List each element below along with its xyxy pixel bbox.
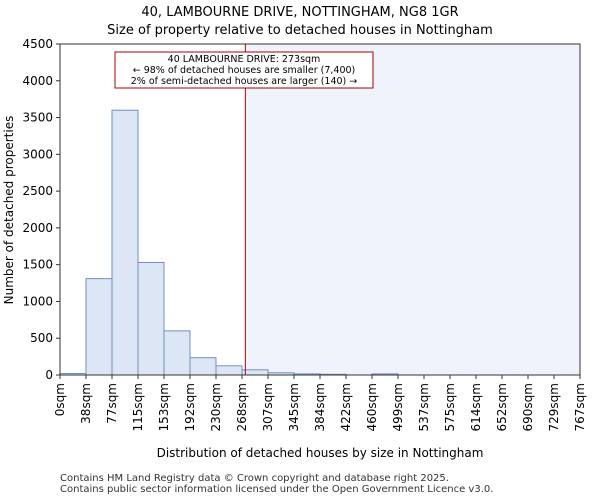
x-tick-label: 230sqm <box>209 383 223 431</box>
annotation-line-2: ← 98% of detached houses are smaller (7,… <box>133 65 356 76</box>
x-tick-label: 77sqm <box>105 383 119 424</box>
annotation-line-1: 40 LAMBOURNE DRIVE: 273sqm <box>168 54 321 65</box>
y-tick-label: 1500 <box>22 258 53 272</box>
y-tick-label: 3000 <box>22 147 53 161</box>
x-tick-label: 345sqm <box>287 383 301 431</box>
bar-38sqm <box>85 278 113 376</box>
x-tick-label: 115sqm <box>131 383 145 431</box>
x-tick-label: 652sqm <box>495 383 509 431</box>
y-tick-label: 4500 <box>22 37 53 51</box>
y-tick-label: 3500 <box>22 111 53 125</box>
x-tick-label: 575sqm <box>443 383 457 431</box>
bar-77sqm <box>111 109 139 376</box>
x-tick-label: 307sqm <box>261 383 275 431</box>
x-tick-label: 38sqm <box>79 383 93 424</box>
footer-line-2: Contains public sector information licen… <box>60 484 494 495</box>
annotation-box: 40 LAMBOURNE DRIVE: 273sqm ← 98% of deta… <box>114 51 374 89</box>
footer-line-1: Contains HM Land Registry data © Crown c… <box>60 473 449 484</box>
bar-268sqm <box>241 369 269 376</box>
chart-title: 40, LAMBOURNE DRIVE, NOTTINGHAM, NG8 1GR <box>141 5 458 20</box>
x-tick-label: 268sqm <box>235 383 249 431</box>
x-tick-label: 0sqm <box>53 383 67 416</box>
x-tick-label: 384sqm <box>313 383 327 431</box>
y-tick-label: 0 <box>45 368 53 382</box>
x-tick-label: 192sqm <box>183 383 197 431</box>
x-tick-label: 729sqm <box>547 383 561 431</box>
bar-153sqm <box>163 330 191 376</box>
larger-region-highlight <box>245 44 581 375</box>
x-tick-label: 537sqm <box>417 383 431 431</box>
bar-115sqm <box>137 261 165 376</box>
y-axis-label: Number of detached properties <box>2 116 16 305</box>
x-tick-label: 422sqm <box>339 383 353 431</box>
x-tick-label: 460sqm <box>365 383 379 431</box>
x-tick-label: 153sqm <box>157 383 171 431</box>
x-tick-label: 690sqm <box>521 383 535 431</box>
y-tick-label: 2500 <box>22 184 53 198</box>
y-tick-label: 4000 <box>22 74 53 88</box>
x-tick-label: 614sqm <box>469 383 483 431</box>
chart-subtitle: Size of property relative to detached ho… <box>107 23 493 38</box>
x-tick-label: 767sqm <box>573 383 587 431</box>
x-tick-label: 499sqm <box>391 383 405 431</box>
bar-192sqm <box>189 357 217 376</box>
y-tick-label: 2000 <box>22 221 53 235</box>
y-tick-label: 1000 <box>22 294 53 308</box>
bar-230sqm <box>215 365 243 376</box>
x-axis-label: Distribution of detached houses by size … <box>157 446 484 460</box>
y-tick-label: 500 <box>30 331 53 345</box>
annotation-line-3: 2% of semi-detached houses are larger (1… <box>131 76 358 87</box>
